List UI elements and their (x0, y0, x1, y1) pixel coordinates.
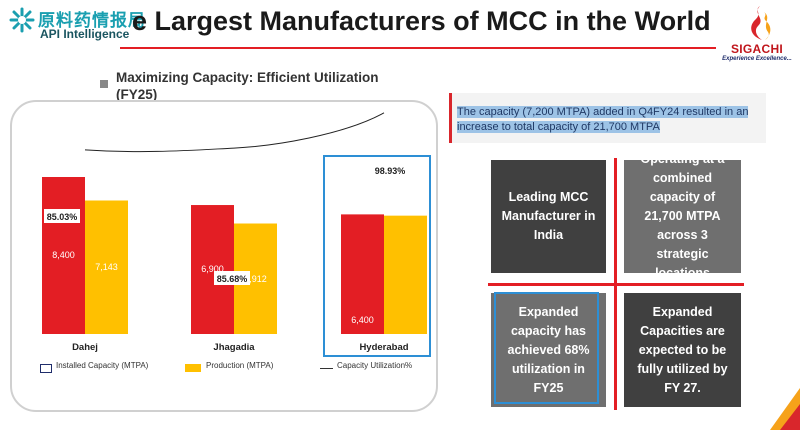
tile-highlight-frame (494, 292, 599, 404)
utilization-value-label: 98.93% (375, 166, 406, 176)
category-label: Jhagadia (213, 342, 255, 353)
watermark-chinese-name: 原料药情报局 (38, 11, 146, 30)
tile-leading-manufacturer: Leading MCC Manufacturer in India (491, 160, 606, 273)
corner-accent-icon (770, 388, 800, 430)
utilization-label-box (44, 209, 80, 223)
tile-fy27-outlook: Expanded Capacities are expected to be f… (624, 293, 741, 407)
tile-combined-capacity: Operating at a combined capacity of 21,7… (624, 152, 741, 280)
utilization-line (84, 112, 385, 153)
section-bullet (100, 80, 108, 88)
installed-capacity-bar (341, 214, 384, 334)
callout-highlight: The capacity (7,200 MTPA) added in Q4FY2… (457, 106, 749, 133)
sigachi-flame-logo-icon (751, 6, 771, 40)
installed-capacity-bar (42, 177, 85, 334)
tile-expanded-utilization: Expanded capacity has achieved 68% utili… (491, 293, 606, 407)
legend-utilization-label: Capacity Utilization% (337, 361, 413, 370)
legend-installed-label: Installed Capacity (MTPA) (56, 361, 149, 370)
production-value-label: 7,143 (95, 262, 118, 272)
production-bar (384, 215, 427, 334)
utilization-label-box (372, 163, 408, 177)
installed-capacity-bar (191, 205, 234, 334)
watermark-english-name: API Intelligence (40, 27, 130, 41)
tile-text: Operating at a combined capacity of 21,7… (640, 152, 725, 280)
category-label: Dahej (72, 342, 98, 353)
production-value-label: 5,912 (244, 274, 267, 284)
utilization-value-label: 85.68% (217, 274, 248, 284)
callout-text: The capacity (7,200 MTPA) added in Q4FY2… (457, 105, 757, 135)
legend-installed-swatch (40, 364, 52, 373)
installed-value-label: 6,400 (351, 315, 374, 325)
legend-utilization-swatch (320, 368, 333, 369)
tile-text: Expanded Capacities are expected to be f… (637, 304, 728, 395)
capacity-callout (449, 93, 766, 143)
legend-production-swatch (185, 364, 201, 372)
chart-frame (10, 100, 438, 412)
tile-text: Leading MCC Manufacturer in India (501, 190, 596, 242)
page-title: e Largest Manufacturers of MCC in the Wo… (132, 6, 711, 36)
legend-production-label: Production (MTPA) (206, 361, 274, 370)
installed-value-label: 8,400 (52, 250, 75, 260)
section-title: Maximizing Capacity: Efficient Utilizati… (116, 70, 379, 102)
title-underline (120, 47, 716, 49)
utilization-label-box (214, 271, 250, 285)
category-label: Hyderabad (359, 342, 408, 353)
brand-tagline: Experience Excellence... (722, 56, 792, 62)
hyderabad-highlight-frame (323, 155, 431, 357)
tile-text: Expanded capacity has achieved 68% utili… (507, 304, 590, 395)
production-bar (85, 200, 128, 334)
capacity-chart: Dahej Jhagadia Hyderabad 8,400 6,900 6,400 7,1… (42, 112, 427, 353)
utilization-value-label: 85.03% (47, 212, 78, 222)
api-intelligence-logo-icon (9, 7, 35, 33)
brand-name: SIGACHI (730, 42, 784, 56)
installed-value-label: 6,900 (201, 264, 224, 274)
tile-divider-horizontal (488, 283, 744, 286)
